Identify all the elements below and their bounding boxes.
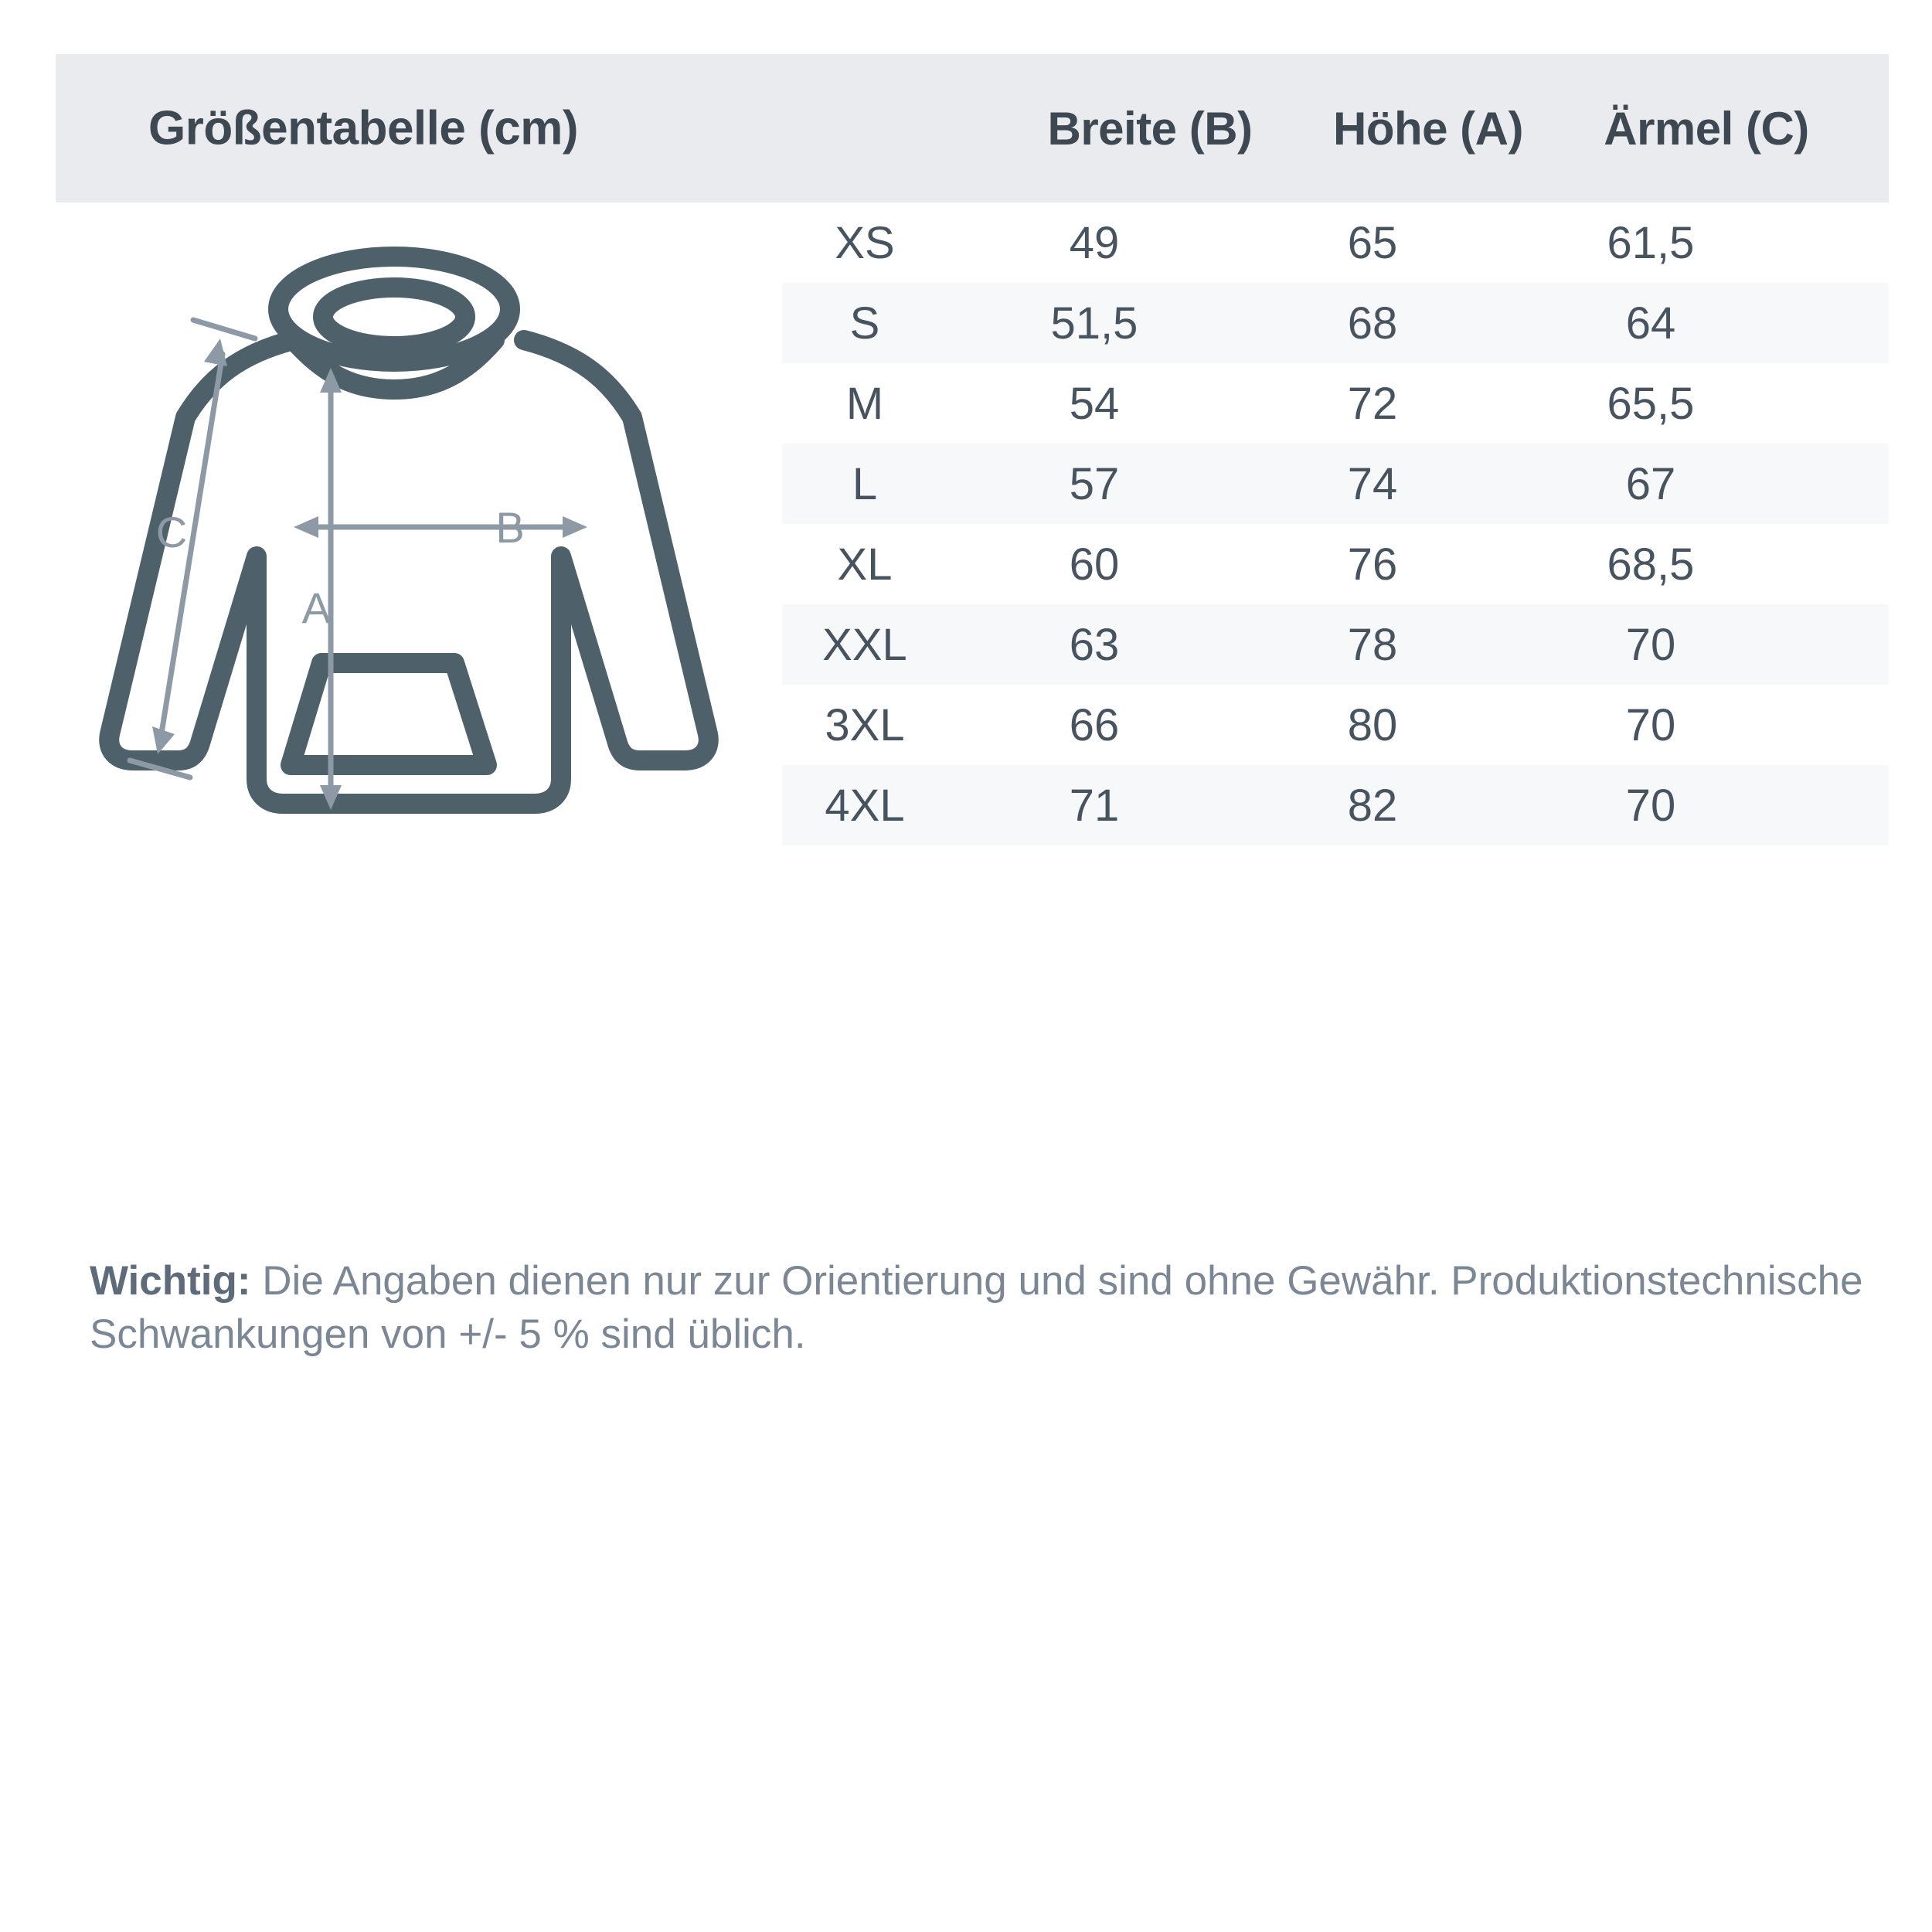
- label-c: C: [156, 508, 187, 556]
- table-row: XL 60 76 68,5: [782, 524, 1889, 604]
- cell-hoehe: 68: [1347, 298, 1398, 349]
- hoodie-body-icon: [99, 330, 719, 814]
- hood-outer-icon: [268, 247, 520, 372]
- arrow-c-tick-top: [190, 317, 258, 342]
- cell-size: S: [849, 298, 880, 349]
- hoodie-diagram: A B C: [62, 224, 757, 842]
- cell-hoehe: 74: [1347, 458, 1398, 509]
- cell-aermel: 70: [1625, 780, 1676, 831]
- size-table: XS 49 65 61,5 S 51,5 68 64 M 54 72 65,5 …: [782, 202, 1889, 845]
- column-header-hoehe: Höhe (A): [1333, 102, 1523, 155]
- arrow-a-head-bottom: [320, 785, 342, 810]
- table-row: M 54 72 65,5: [782, 363, 1889, 444]
- column-header-aermel: Ärmel (C): [1604, 102, 1809, 155]
- arrow-a-head-top: [320, 368, 342, 393]
- header-band: Größentabelle (cm) Breite (B) Höhe (A) Ä…: [56, 54, 1889, 202]
- table-row: L 57 74 67: [782, 444, 1889, 524]
- cell-hoehe: 78: [1347, 619, 1398, 670]
- column-headers: Breite (B) Höhe (A) Ärmel (C): [838, 54, 1932, 202]
- table-row: 3XL 66 80 70: [782, 685, 1889, 765]
- neckline-icon: [284, 330, 505, 400]
- arrow-c-line: [158, 351, 226, 741]
- cell-size: XXL: [822, 619, 907, 670]
- cell-breite: 57: [1069, 458, 1120, 509]
- hood-inner-icon: [313, 277, 475, 356]
- cell-hoehe: 65: [1347, 217, 1398, 268]
- cell-breite: 66: [1069, 699, 1120, 750]
- cell-breite: 63: [1069, 619, 1120, 670]
- footnote-text: Die Angaben dienen nur zur Orientierung …: [90, 1258, 1863, 1357]
- page-title: Größentabelle (cm): [148, 101, 579, 155]
- cell-hoehe: 80: [1347, 699, 1398, 750]
- cell-size: 3XL: [825, 699, 905, 750]
- footnote-label: Wichtig:: [90, 1258, 251, 1304]
- table-row: XS 49 65 61,5: [782, 202, 1889, 283]
- table-row: 4XL 71 82 70: [782, 765, 1889, 845]
- label-b: B: [495, 503, 524, 552]
- arrow-c-head-bottom: [152, 726, 175, 754]
- cell-aermel: 70: [1625, 619, 1676, 670]
- table-row: S 51,5 68 64: [782, 283, 1889, 363]
- cell-hoehe: 72: [1347, 378, 1398, 429]
- arrow-c-head-top: [204, 338, 227, 366]
- cell-breite: 49: [1069, 217, 1120, 268]
- cell-size: XL: [837, 539, 893, 590]
- footnote: Wichtig: Die Angaben dienen nur zur Orie…: [90, 1255, 1890, 1362]
- pocket-icon: [281, 653, 497, 775]
- column-header-breite: Breite (B): [1047, 102, 1253, 155]
- table-row: XXL 63 78 70: [782, 604, 1889, 685]
- cell-aermel: 70: [1625, 699, 1676, 750]
- cell-aermel: 61,5: [1607, 217, 1695, 268]
- cell-aermel: 67: [1625, 458, 1676, 509]
- cell-hoehe: 76: [1347, 539, 1398, 590]
- arrow-b-head-right: [563, 516, 587, 538]
- cell-size: XS: [835, 217, 895, 268]
- dimension-arrows: [127, 317, 587, 810]
- arrow-c-tick-bottom: [127, 757, 193, 781]
- cell-breite: 51,5: [1050, 298, 1138, 349]
- cell-breite: 60: [1069, 539, 1120, 590]
- cell-aermel: 64: [1625, 298, 1676, 349]
- cell-breite: 54: [1069, 378, 1120, 429]
- cell-aermel: 68,5: [1607, 539, 1695, 590]
- cell-aermel: 65,5: [1607, 378, 1695, 429]
- cell-size: M: [845, 378, 884, 429]
- cell-size: L: [852, 458, 878, 509]
- label-a: A: [302, 583, 332, 632]
- cell-breite: 71: [1069, 780, 1120, 831]
- cell-hoehe: 82: [1347, 780, 1398, 831]
- hoodie-outline: [99, 247, 719, 814]
- cell-size: 4XL: [825, 780, 905, 831]
- arrow-b-head-left: [294, 516, 318, 538]
